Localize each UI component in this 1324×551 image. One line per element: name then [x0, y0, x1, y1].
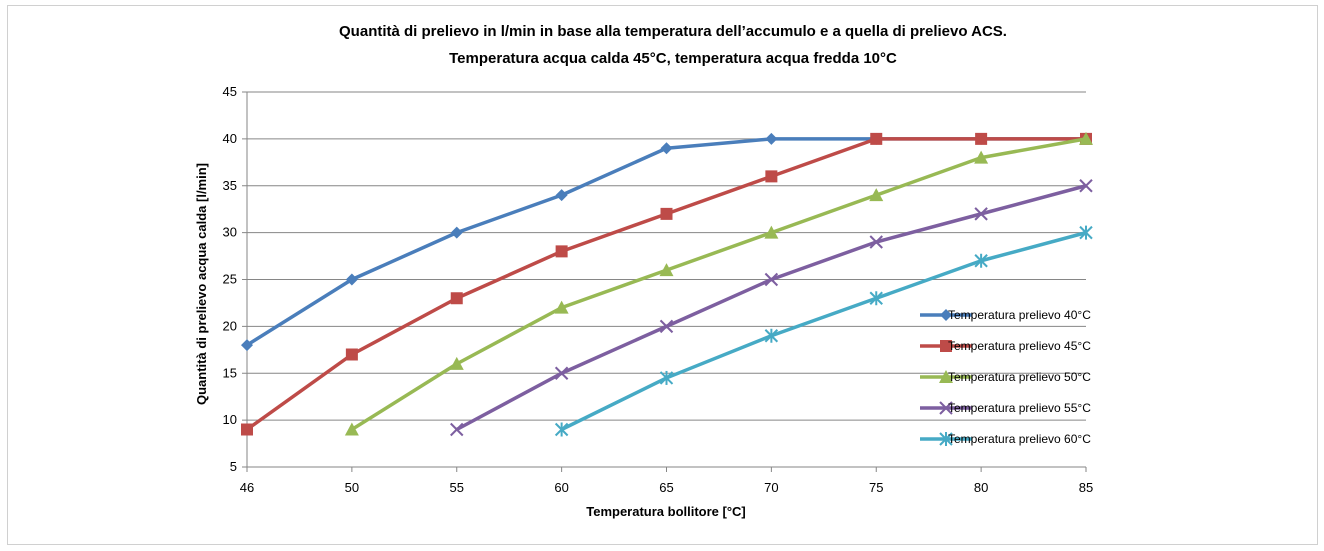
series-2: [241, 132, 1092, 436]
legend-marker: [939, 432, 953, 446]
series-group: [241, 131, 1093, 437]
y-tick-label: 5: [230, 459, 237, 474]
data-point: [765, 170, 778, 183]
data-point: [345, 273, 358, 286]
data-point: [554, 366, 569, 380]
x-tick-label: 50: [345, 480, 359, 495]
data-point: [659, 370, 674, 385]
series-3: [344, 131, 1093, 436]
x-tick-label: 55: [450, 480, 464, 495]
data-point: [660, 142, 673, 155]
y-tick-label: 20: [223, 318, 237, 333]
legend: Temperatura prelievo 40°C Temperatura pre…: [920, 308, 1091, 446]
legend-item: Temperatura prelievo 40°C: [920, 308, 1091, 322]
data-point: [975, 132, 988, 145]
x-tick-label: 65: [659, 480, 673, 495]
chart-frame: Quantità di prelievo in l/min in base al…: [7, 5, 1318, 545]
legend-label: Temperatura prelievo 50°C: [948, 370, 1091, 384]
data-point: [1079, 179, 1093, 193]
legend-marker: [940, 340, 952, 352]
legend-item: Temperatura prelievo 45°C: [920, 339, 1091, 353]
legend-item: Temperatura prelievo 50°C: [920, 370, 1091, 384]
legend-label: Temperatura prelievo 55°C: [948, 401, 1091, 415]
y-tick-label: 30: [223, 225, 237, 240]
x-tick-label: 80: [974, 480, 988, 495]
series-line: [350, 137, 1087, 431]
data-point: [869, 188, 884, 202]
legend-item: Temperatura prelievo 55°C: [920, 401, 1091, 415]
data-point: [555, 189, 568, 202]
y-tick-label: 15: [223, 365, 237, 380]
data-point: [555, 245, 568, 258]
series-4: [450, 179, 1093, 437]
data-point: [344, 422, 359, 436]
data-point: [869, 291, 883, 306]
data-point: [1079, 225, 1093, 240]
chart-title: Quantità di prelievo in l/min in base al…: [339, 23, 1007, 40]
x-tick-label: 85: [1079, 480, 1093, 495]
data-point: [450, 422, 464, 437]
legend-marker: [939, 370, 953, 383]
data-point: [554, 300, 569, 314]
y-axis-title: Quantità di prelievo acqua calda [l/min]: [194, 163, 209, 405]
data-point: [974, 207, 988, 221]
data-point: [449, 356, 464, 370]
data-point: [659, 263, 674, 277]
y-tick-label: 45: [223, 84, 237, 99]
data-point: [764, 328, 779, 343]
legend-marker: [939, 401, 953, 415]
x-tick-label: 60: [554, 480, 568, 495]
y-tick-label: 25: [223, 272, 237, 287]
data-point: [659, 319, 674, 334]
legend-label: Temperatura prelievo 60°C: [948, 432, 1091, 446]
data-point: [764, 272, 779, 287]
chart-subtitle: Temperatura acqua calda 45°C, temperatur…: [449, 50, 897, 67]
x-axis-title: Temperatura bollitore [°C]: [586, 504, 746, 519]
data-point: [765, 132, 778, 145]
x-tick-label: 70: [764, 480, 778, 495]
x-tick-label: 75: [869, 480, 883, 495]
legend-item: Temperatura prelievo 60°C: [920, 432, 1091, 446]
data-point: [974, 150, 989, 164]
series-line: [560, 230, 1087, 432]
x-tick-label: 46: [240, 480, 254, 495]
data-point: [241, 339, 253, 352]
series-line: [245, 137, 1086, 431]
data-point: [554, 422, 569, 437]
data-point: [345, 348, 358, 361]
data-point: [660, 207, 673, 220]
x-tick-labels: 46 50 55 60 65 70 75 80 85: [240, 480, 1093, 495]
legend-marker: [940, 309, 952, 321]
legend-label: Temperatura prelievo 45°C: [948, 339, 1091, 353]
data-point: [869, 235, 883, 249]
legend-label: Temperatura prelievo 40°C: [948, 308, 1091, 322]
data-point: [450, 292, 463, 305]
data-point: [450, 226, 463, 239]
y-tick-label: 35: [223, 178, 237, 193]
data-point: [1079, 131, 1093, 145]
data-point: [241, 423, 253, 436]
y-tick-label: 40: [223, 131, 237, 146]
series-5: [554, 225, 1093, 437]
data-point: [764, 225, 779, 239]
axes: [242, 91, 1087, 472]
line-chart: Quantità di prelievo in l/min in base al…: [194, 23, 1093, 519]
y-tick-labels: 5 10 15 20 25 30 35 40 45: [223, 84, 237, 474]
data-point: [870, 132, 883, 145]
data-point: [974, 253, 988, 268]
y-tick-label: 10: [223, 412, 237, 427]
